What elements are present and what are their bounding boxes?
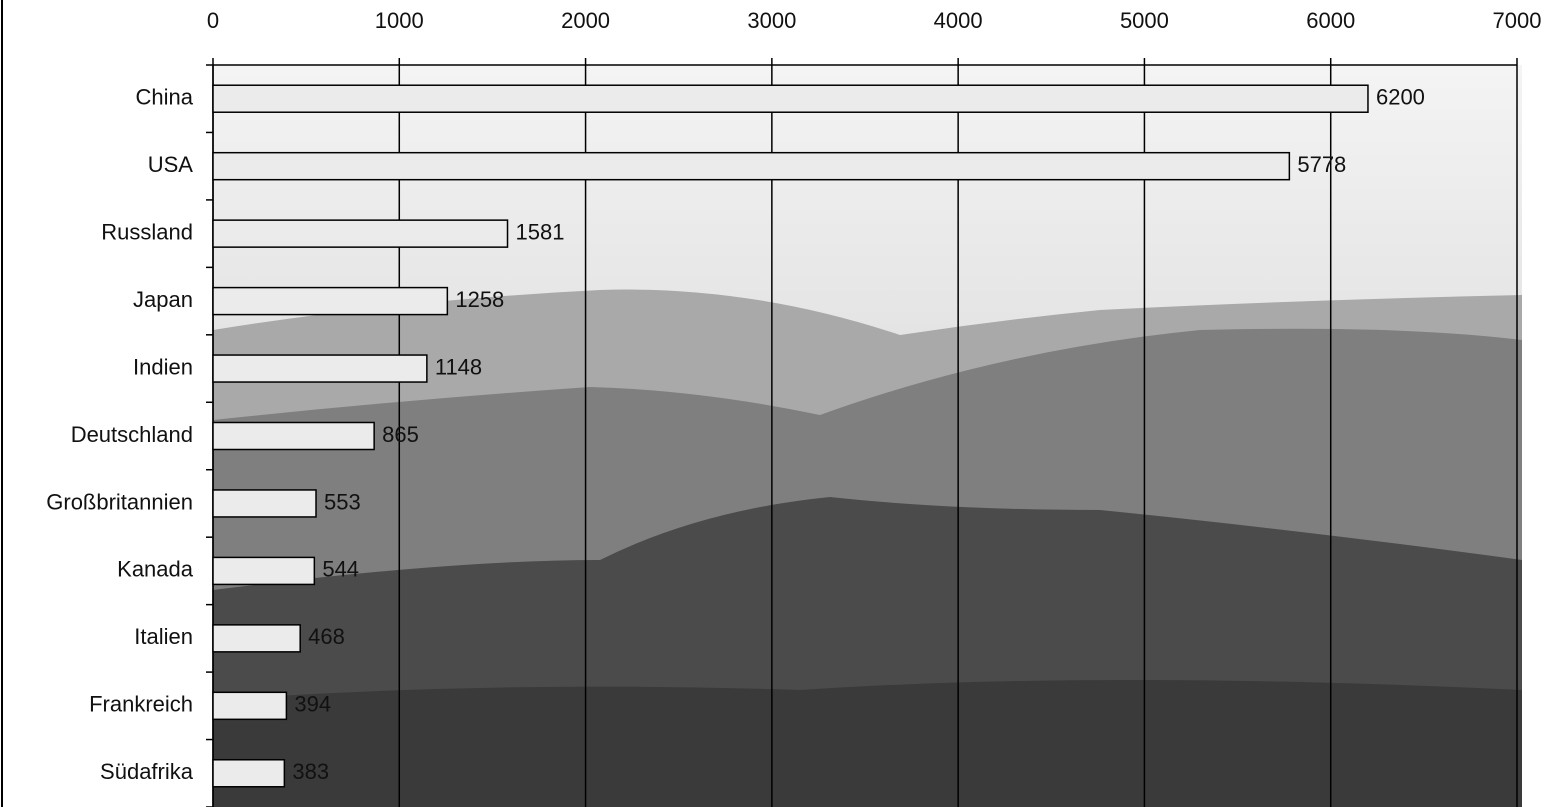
value-label: 1148 bbox=[435, 354, 482, 379]
bar bbox=[213, 153, 1289, 180]
x-tick-label: 2000 bbox=[561, 8, 610, 33]
y-tick-label: Deutschland bbox=[71, 422, 193, 447]
x-tick-label: 1000 bbox=[375, 8, 424, 33]
y-tick-label: Russland bbox=[101, 219, 193, 244]
y-tick-label: Südafrika bbox=[100, 759, 194, 784]
value-label: 5778 bbox=[1297, 152, 1346, 177]
x-tick-label: 3000 bbox=[747, 8, 796, 33]
value-label: 383 bbox=[292, 759, 329, 784]
value-label: 553 bbox=[324, 489, 361, 514]
value-label: 394 bbox=[294, 692, 331, 717]
bar bbox=[213, 490, 316, 517]
y-tick-label: Japan bbox=[133, 287, 193, 312]
y-tick-label: Frankreich bbox=[89, 692, 193, 717]
value-label: 6200 bbox=[1376, 85, 1425, 110]
chart: 0 1000 2000 3000 4000 5000 6000 7000 China 6200 US… bbox=[0, 0, 1567, 807]
x-tick-label: 0 bbox=[207, 8, 219, 33]
bar bbox=[213, 355, 427, 382]
bar bbox=[213, 220, 508, 247]
bar bbox=[213, 692, 286, 719]
y-tick-label: Kanada bbox=[117, 557, 194, 582]
value-label: 1258 bbox=[455, 287, 504, 312]
value-label: 468 bbox=[308, 624, 345, 649]
bar bbox=[213, 760, 284, 787]
x-tick-label: 5000 bbox=[1120, 8, 1169, 33]
y-tick-label: Indien bbox=[133, 354, 193, 379]
x-tick-label: 6000 bbox=[1306, 8, 1355, 33]
x-tick-label: 7000 bbox=[1493, 8, 1542, 33]
bar bbox=[213, 625, 300, 652]
bar bbox=[213, 423, 374, 450]
bar bbox=[213, 85, 1368, 112]
bar bbox=[213, 288, 447, 315]
value-label: 1581 bbox=[516, 219, 565, 244]
bar bbox=[213, 557, 314, 584]
value-label: 865 bbox=[382, 422, 419, 447]
y-tick-label: China bbox=[136, 85, 194, 110]
y-tick-label: USA bbox=[148, 152, 194, 177]
value-label: 544 bbox=[322, 557, 359, 582]
x-tick-label: 4000 bbox=[934, 8, 983, 33]
y-tick-label: Italien bbox=[134, 624, 193, 649]
y-tick-label: Großbritannien bbox=[46, 489, 193, 514]
